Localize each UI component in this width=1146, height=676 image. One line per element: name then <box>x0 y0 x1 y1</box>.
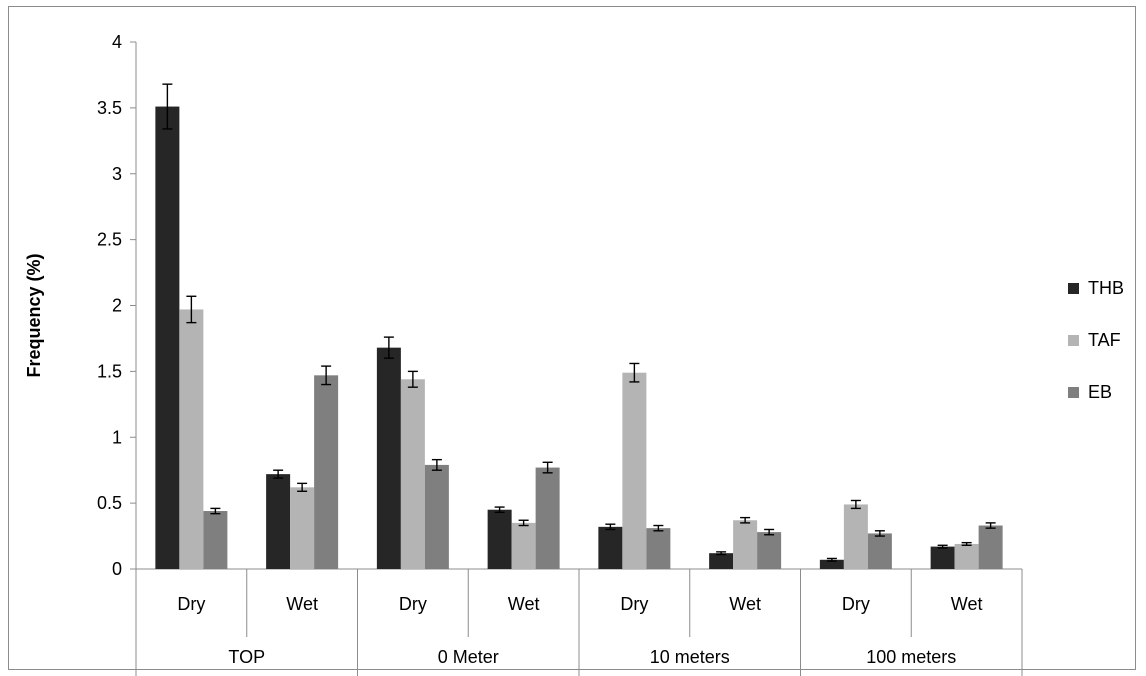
x-category-label: Dry <box>399 594 427 614</box>
x-category-label: Wet <box>508 594 540 614</box>
y-axis-label: Frequency (%) <box>24 253 44 377</box>
bar-eb <box>757 532 782 569</box>
legend-label-taf: TAF <box>1088 330 1121 350</box>
x-category-label: Dry <box>620 594 648 614</box>
x-group-label: 0 Meter <box>438 647 499 667</box>
x-axis: Dry Wet Dry Wet Dry Wet Dry Wet TOP 0 Meter 10 met… <box>135 568 1023 676</box>
y-axis: 0 0.5 1 1.5 2 2.5 3 3.5 4 <box>97 32 137 579</box>
x-category-label: Dry <box>177 594 205 614</box>
bar-taf <box>179 309 204 569</box>
y-tick-label: 4 <box>112 32 122 52</box>
y-tick-label: 1.5 <box>97 361 122 381</box>
bar-thb <box>376 347 401 569</box>
bar-thb <box>930 546 955 569</box>
y-tick-label: 3.5 <box>97 98 122 118</box>
bar-taf <box>622 372 647 569</box>
y-tick-label: 0.5 <box>97 493 122 513</box>
x-category-label: Wet <box>729 594 761 614</box>
x-category-label: Wet <box>286 594 318 614</box>
bar-eb <box>978 525 1003 569</box>
bar-thb <box>155 106 180 570</box>
bar-thb <box>709 553 734 569</box>
bar-eb <box>646 528 671 569</box>
bar-thb <box>819 559 844 569</box>
bar-eb <box>203 511 228 569</box>
bar-eb <box>314 375 339 569</box>
bars <box>155 83 1003 570</box>
legend-swatch-taf <box>1068 335 1079 346</box>
y-tick-label: 3 <box>112 164 122 184</box>
y-tick-label: 0 <box>112 559 122 579</box>
legend: THB TAF EB <box>1068 278 1124 402</box>
bar-eb <box>424 464 449 569</box>
x-category-label: Wet <box>951 594 983 614</box>
x-group-label: 100 meters <box>866 647 956 667</box>
bar-taf <box>733 520 758 569</box>
x-group-label: TOP <box>228 647 265 667</box>
x-category-label: Dry <box>842 594 870 614</box>
y-tick-label: 2 <box>112 296 122 316</box>
x-group-label: 10 meters <box>650 647 730 667</box>
bar-taf <box>954 543 979 569</box>
bar-eb <box>535 467 560 569</box>
bar-taf <box>843 504 868 569</box>
legend-swatch-eb <box>1068 387 1079 398</box>
bar-thb <box>266 474 291 569</box>
legend-label-thb: THB <box>1088 278 1124 298</box>
legend-label-eb: EB <box>1088 382 1112 402</box>
bar-eb <box>867 533 892 569</box>
y-tick-label: 2.5 <box>97 230 122 250</box>
y-tick-label: 1 <box>112 427 122 447</box>
bar-taf <box>290 487 315 569</box>
bar-taf <box>511 522 536 569</box>
bar-thb <box>487 509 512 569</box>
bar-thb <box>598 526 623 569</box>
legend-swatch-thb <box>1068 283 1079 294</box>
bar-taf <box>400 379 425 569</box>
